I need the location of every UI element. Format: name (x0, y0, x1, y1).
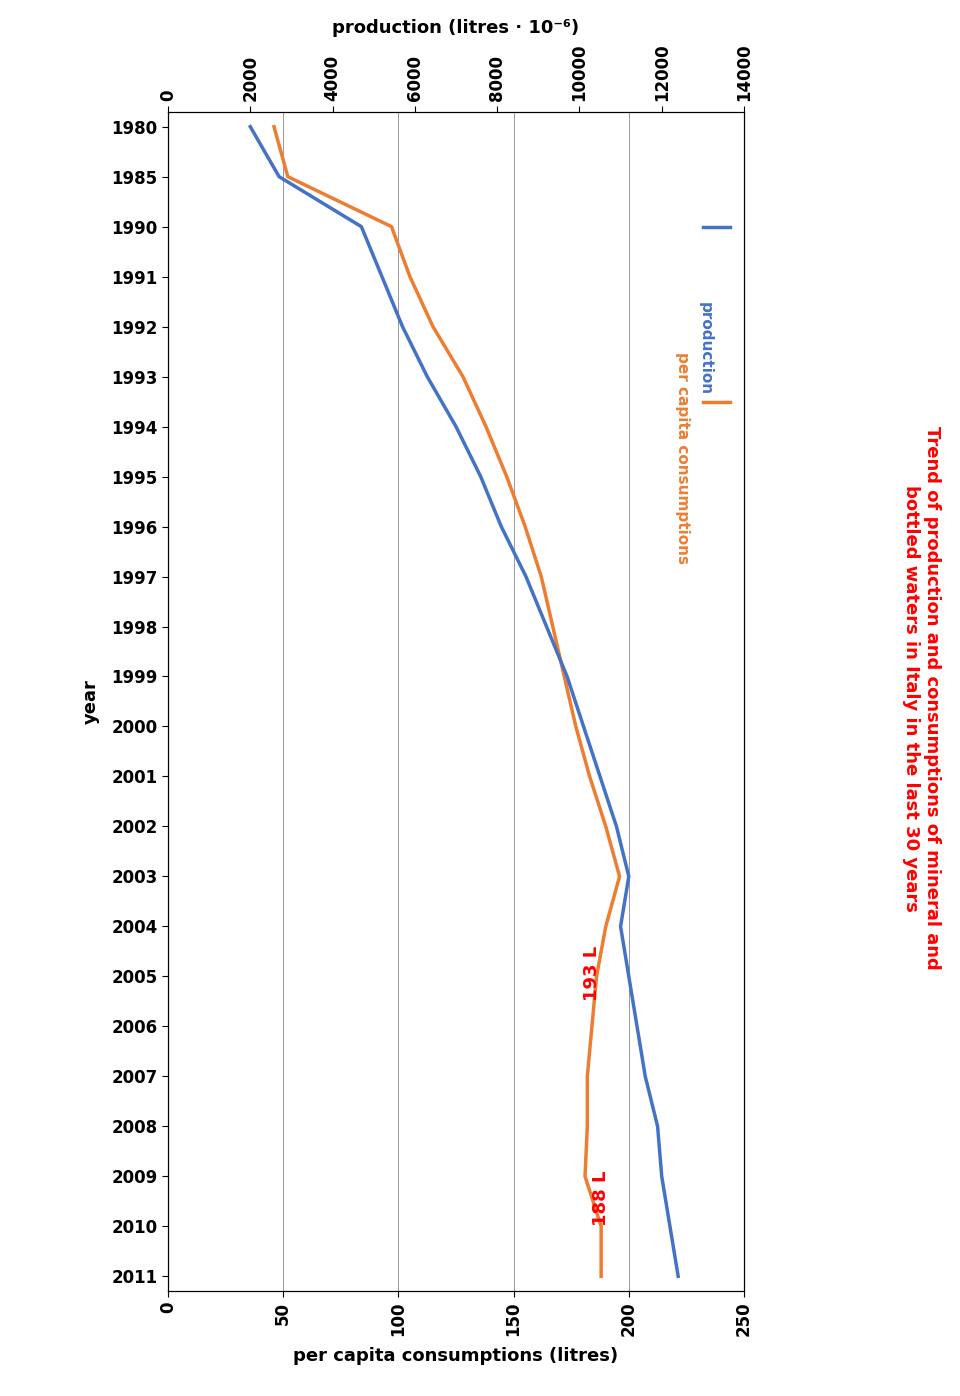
Text: production: production (698, 302, 713, 395)
X-axis label: per capita consumptions (litres): per capita consumptions (litres) (294, 1347, 618, 1365)
Text: 188 L: 188 L (592, 1171, 611, 1226)
Text: Trend of production and consumptions of mineral and
bottled waters in Italy in t: Trend of production and consumptions of … (902, 426, 941, 970)
Text: 193 L: 193 L (583, 946, 601, 1001)
Y-axis label: year: year (83, 678, 100, 725)
X-axis label: production (litres · 10⁻⁶): production (litres · 10⁻⁶) (332, 18, 580, 36)
Text: per capita consumptions: per capita consumptions (675, 352, 690, 564)
